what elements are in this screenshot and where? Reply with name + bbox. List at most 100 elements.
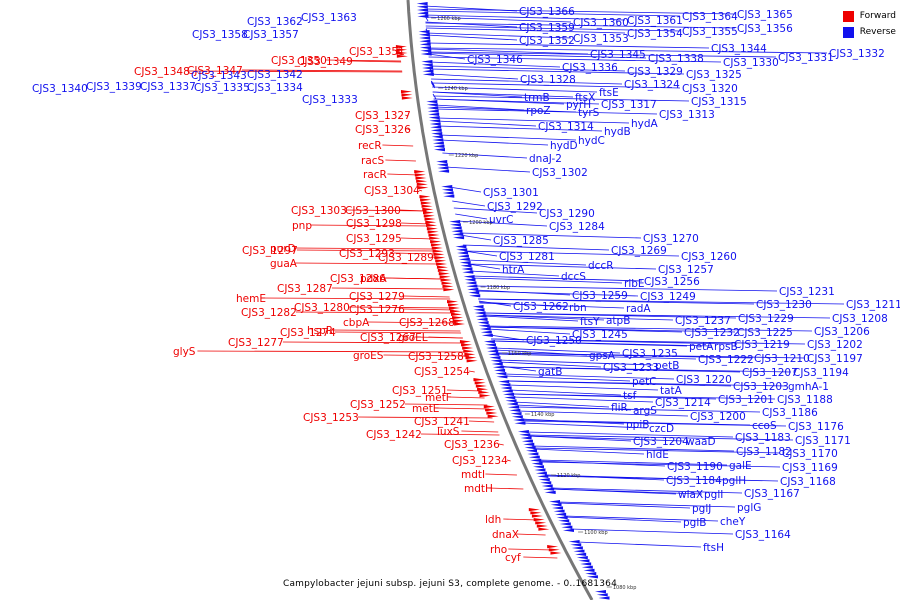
gene-label[interactable]: CJS3_1359	[519, 22, 575, 34]
gene-label[interactable]: CJS3_1258	[408, 351, 464, 363]
gene-label[interactable]: CJS3_1168	[780, 476, 836, 488]
gene-label[interactable]: CJS3_1251	[392, 385, 448, 397]
gene-label[interactable]: petA	[689, 341, 714, 353]
gene-label[interactable]: CJS3_1197	[807, 353, 863, 365]
gene-label[interactable]: rpsB	[714, 341, 738, 353]
gene-label[interactable]: CJS3_1347	[187, 65, 243, 77]
gene-label[interactable]: CJS3_1298	[346, 218, 402, 230]
gene-label[interactable]: CJS3_1329	[627, 66, 683, 78]
gene-label[interactable]: fliR	[611, 402, 628, 414]
gene-label[interactable]: CJS3_1194	[793, 367, 849, 379]
gene-label[interactable]: ftsE	[599, 87, 619, 99]
gene-label[interactable]: CJS3_1297	[242, 245, 298, 257]
gene-label[interactable]: atpB	[606, 315, 630, 327]
gene-label[interactable]: CJS3_1286	[330, 273, 386, 285]
gene-label[interactable]: pdxA	[360, 273, 388, 285]
gene-label[interactable]: CJS3_1320	[682, 83, 738, 95]
gene-label[interactable]: CJS3_1242	[366, 429, 422, 441]
gene-label[interactable]: CJS3_1284	[549, 221, 605, 233]
gene-label[interactable]: CJS3_1330	[723, 57, 779, 69]
gene-label[interactable]: galE	[729, 460, 752, 472]
gene-label[interactable]: guaA	[270, 258, 298, 270]
gene-label[interactable]: groEL	[398, 332, 428, 344]
gene-label[interactable]: metF	[425, 392, 452, 404]
gene-label[interactable]: ftsY	[580, 316, 600, 328]
gene-label[interactable]: cheY	[720, 516, 746, 528]
gene-label[interactable]: CJS3_1260	[681, 251, 737, 263]
gene-label[interactable]: CJS3_1186	[762, 407, 818, 419]
gene-label[interactable]: CJS3_1219	[734, 339, 790, 351]
gene-label[interactable]: CJS3_1281	[499, 251, 555, 263]
gene-label[interactable]: pglH	[722, 475, 746, 487]
gene-label[interactable]: CJS3_1269	[611, 245, 667, 257]
gene-label[interactable]: CJS3_1235	[622, 348, 678, 360]
gene-label[interactable]: CJS3_1230	[756, 299, 812, 311]
gene-label[interactable]: hydC	[578, 135, 605, 147]
gene-label[interactable]: CJS3_1282	[241, 307, 297, 319]
gene-label[interactable]: CJS3_1342	[247, 69, 303, 81]
gene-label[interactable]: CJS3_1222	[698, 354, 754, 366]
gene-label[interactable]: argS	[633, 405, 657, 417]
gene-label[interactable]: CJS3_1314	[538, 121, 594, 133]
gene-label[interactable]: pyrH	[566, 99, 591, 111]
gene-label[interactable]: CJS3_1234	[452, 455, 508, 467]
gene-label[interactable]: CJS3_1317	[601, 99, 657, 111]
gene-label[interactable]: pnp	[292, 220, 312, 232]
gene-label[interactable]: CJS3_1331	[778, 52, 834, 64]
gene-label[interactable]: CJS3_1338	[648, 53, 704, 65]
gene-label[interactable]: wlaX	[678, 489, 703, 501]
gene-label[interactable]: CJS3_1304	[364, 185, 420, 197]
gene-label[interactable]: CJS3_1259	[572, 290, 628, 302]
gene-label[interactable]: CJS3_1360	[573, 17, 629, 29]
gene-label[interactable]: CJS3_1182	[736, 446, 792, 458]
gene-label[interactable]: CJS3_1270	[643, 233, 699, 245]
gene-label[interactable]: CJS3_1204	[633, 436, 689, 448]
gene-label[interactable]: CJS3_1325	[686, 69, 742, 81]
gene-label[interactable]: CJS3_1210	[754, 353, 810, 365]
gene-label[interactable]: petC	[632, 376, 657, 388]
gene-label[interactable]: CJS3_1357	[243, 29, 299, 41]
gene-label[interactable]: CJS3_1229	[738, 313, 794, 325]
gene-label[interactable]: CJS3_1349	[297, 56, 353, 68]
gene-label[interactable]: CJS3_1233	[603, 362, 659, 374]
gene-label[interactable]: CJS3_1313	[659, 109, 715, 121]
gene-label[interactable]: CJS3_1207	[742, 367, 798, 379]
gene-label[interactable]: CJS3_1171	[795, 435, 851, 447]
gene-label[interactable]: CJS3_1340	[32, 83, 88, 95]
gene-label[interactable]: cbpA	[343, 317, 370, 329]
gene-label[interactable]: petB	[655, 360, 679, 372]
gene-label[interactable]: rho	[490, 544, 507, 556]
gene-label[interactable]: recR	[358, 140, 382, 152]
gene-label[interactable]: hydA	[631, 118, 659, 130]
gene-label[interactable]: CJS3_1295	[346, 233, 402, 245]
gene-label[interactable]: CJS3_1252	[350, 399, 406, 411]
gene-label[interactable]: CJS3_1250	[526, 335, 582, 347]
gene-label[interactable]: CJS3_1361	[627, 15, 683, 27]
gene-label[interactable]: ftsH	[703, 542, 724, 554]
gene-label[interactable]: CJS3_1203	[733, 381, 789, 393]
gene-label[interactable]: CJS3_1200	[690, 411, 746, 423]
gene-label[interactable]: CJS3_1343	[191, 70, 247, 82]
gene-label[interactable]: CJS3_1220	[676, 374, 732, 386]
gene-label[interactable]: CJS3_1362	[247, 16, 303, 28]
gene-label[interactable]: CJS3_1231	[779, 286, 835, 298]
gene-label[interactable]: CJS3_1326	[355, 124, 411, 136]
gene-label[interactable]: racS	[361, 155, 385, 167]
gene-label[interactable]: gpsA	[589, 350, 616, 362]
gene-label[interactable]: hldE	[646, 449, 669, 461]
gene-label[interactable]: pglI	[704, 489, 723, 501]
gene-label[interactable]: CJS3_1236	[444, 439, 500, 451]
gene-label[interactable]: CJS3_1211	[846, 299, 900, 311]
gene-label[interactable]: CJS3_1315	[691, 96, 747, 108]
gene-label[interactable]: czcD	[649, 423, 674, 435]
gene-label[interactable]: CJS3_1348	[134, 66, 190, 78]
gene-label[interactable]: CJS3_1170	[782, 448, 838, 460]
gene-label[interactable]: CJS3_1358	[192, 29, 248, 41]
gene-label[interactable]: CJS3_1262	[513, 301, 569, 313]
gene-label[interactable]: CJS3_1302	[532, 167, 588, 179]
gene-label[interactable]: dnaX	[492, 529, 519, 541]
gene-label[interactable]: tatA	[660, 385, 683, 397]
gene-label[interactable]: rpoZ	[526, 105, 551, 117]
gene-label[interactable]: CJS3_1253	[303, 412, 359, 424]
gene-label[interactable]: CJS3_1337	[140, 81, 196, 93]
